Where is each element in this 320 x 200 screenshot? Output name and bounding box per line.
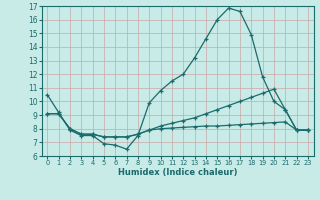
X-axis label: Humidex (Indice chaleur): Humidex (Indice chaleur) xyxy=(118,168,237,177)
